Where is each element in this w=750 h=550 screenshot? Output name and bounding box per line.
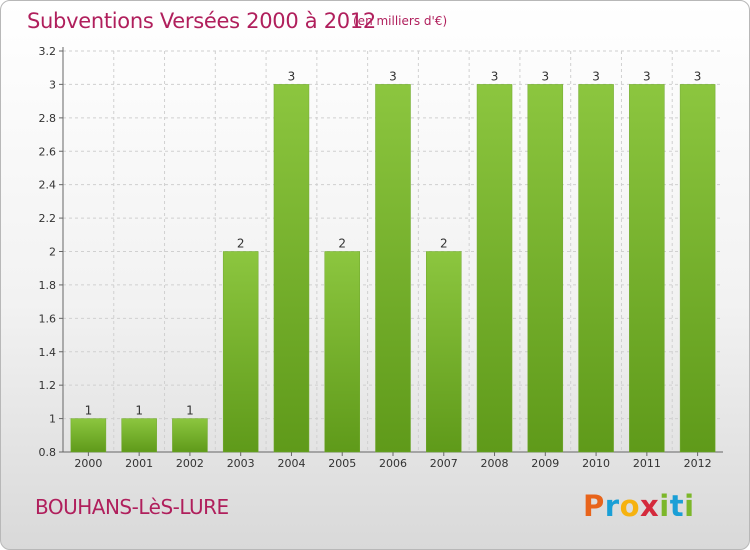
bar-2002 xyxy=(172,418,208,453)
y-tick-label: 2.4 xyxy=(39,179,57,192)
y-tick-label: 1.2 xyxy=(39,379,57,392)
proxiti-logo: Proxiti xyxy=(583,489,695,523)
x-tick-label: 2007 xyxy=(430,457,458,470)
bar-2010 xyxy=(578,84,614,453)
y-tick-label: 3 xyxy=(49,78,56,91)
data-label: 2 xyxy=(237,237,245,251)
data-label: 1 xyxy=(85,404,93,418)
x-tick-label: 2010 xyxy=(582,457,610,470)
x-tick-label: 2005 xyxy=(328,457,356,470)
logo-letter: i xyxy=(684,489,695,523)
y-tick-label: 2.2 xyxy=(39,212,57,225)
bar-2000 xyxy=(70,418,107,453)
x-tick-label: 2003 xyxy=(227,457,255,470)
logo-letter: o xyxy=(619,489,641,523)
x-tick-label: 2008 xyxy=(481,457,509,470)
chart-title: Subventions Versées 2000 à 2012 xyxy=(27,9,376,33)
data-label: 3 xyxy=(694,69,702,83)
bar-2011 xyxy=(629,84,665,453)
bar-2003 xyxy=(222,251,259,453)
y-tick-label: 3.2 xyxy=(39,45,57,58)
x-tick-label: 2012 xyxy=(684,457,712,470)
logo-letter: P xyxy=(583,489,605,523)
data-label: 2 xyxy=(338,237,346,251)
x-tick-label: 2009 xyxy=(531,457,559,470)
data-label: 3 xyxy=(592,69,600,83)
y-tick-label: 1.8 xyxy=(39,279,57,292)
bar-2009 xyxy=(527,84,564,453)
commune-name: BOUHANS-LèS-LURE xyxy=(35,495,229,519)
bar-2006 xyxy=(375,84,411,453)
x-tick-label: 2001 xyxy=(125,457,153,470)
bar-2008 xyxy=(476,84,513,453)
bars xyxy=(70,84,716,453)
data-label: 3 xyxy=(288,69,296,83)
data-label: 3 xyxy=(389,69,397,83)
data-label: 1 xyxy=(135,404,143,418)
bar-2001 xyxy=(121,418,157,453)
logo-letter: i xyxy=(659,489,670,523)
bar-2012 xyxy=(679,84,716,453)
logo-letter: x xyxy=(640,489,660,523)
data-label: 3 xyxy=(643,69,651,83)
x-tick-label: 2011 xyxy=(633,457,661,470)
y-tick-label: 2 xyxy=(49,246,56,259)
data-label: 2 xyxy=(440,237,448,251)
y-tick-label: 1 xyxy=(49,413,56,426)
x-tick-label: 2004 xyxy=(277,457,305,470)
y-tick-label: 2.8 xyxy=(39,112,57,125)
data-label: 3 xyxy=(491,69,499,83)
chart-subtitle: (en milliers d'€) xyxy=(353,14,448,28)
y-tick-label: 0.8 xyxy=(39,446,57,459)
logo-letter: r xyxy=(604,489,620,523)
y-tick-label: 1.6 xyxy=(39,312,57,325)
logo-letter: t xyxy=(669,489,685,523)
y-tick-label: 2.6 xyxy=(39,145,57,158)
x-tick-label: 2000 xyxy=(74,457,102,470)
x-tick-label: 2002 xyxy=(176,457,204,470)
bar-2005 xyxy=(324,251,360,453)
y-tick-label: 1.4 xyxy=(39,346,57,359)
bar-2007 xyxy=(426,251,462,453)
labels: 0.8 1 1.2 1.4 1.6 1.8 2 2.2 2.4 2.6 2.8 3 3.2 2000 1 20… xyxy=(39,45,712,470)
data-label: 3 xyxy=(541,69,549,83)
x-tick-label: 2006 xyxy=(379,457,407,470)
data-label: 1 xyxy=(186,404,194,418)
bar-2004 xyxy=(273,84,310,453)
